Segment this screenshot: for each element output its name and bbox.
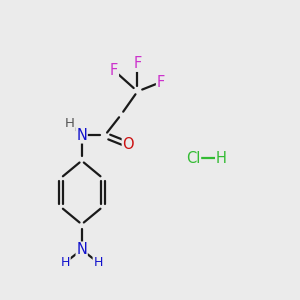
Text: N: N: [76, 242, 87, 257]
Text: O: O: [122, 137, 134, 152]
Text: H: H: [93, 256, 103, 269]
Text: Cl: Cl: [186, 151, 200, 166]
Text: N: N: [76, 128, 87, 143]
Text: H: H: [61, 256, 70, 269]
Text: F: F: [133, 56, 142, 71]
Text: F: F: [110, 63, 118, 78]
Text: H: H: [65, 117, 75, 130]
Text: H: H: [216, 151, 226, 166]
Text: F: F: [157, 75, 165, 90]
